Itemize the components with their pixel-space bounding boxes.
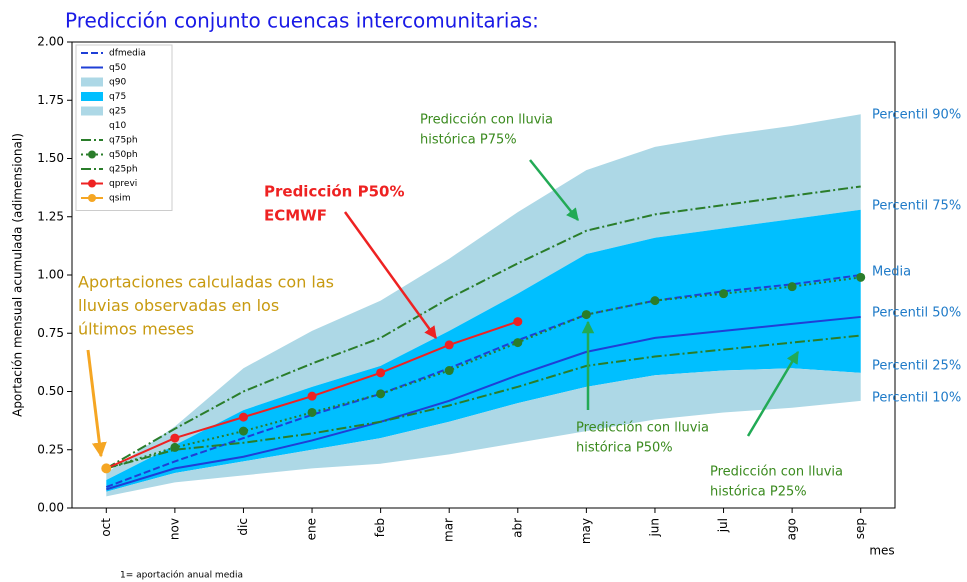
- point: [307, 391, 317, 401]
- y-tick-label: 1.50: [37, 151, 64, 165]
- point: [238, 426, 248, 436]
- percentile-label: Percentil 10%: [872, 391, 961, 406]
- x-tick-label: nov: [167, 518, 181, 540]
- x-tick-label: abr: [510, 518, 524, 538]
- y-tick-label: 0.75: [37, 326, 64, 340]
- legend-label: q25ph: [109, 165, 138, 175]
- legend-swatch: [81, 106, 103, 116]
- point: [307, 407, 317, 417]
- point: [101, 463, 112, 474]
- legend-label: q50: [109, 63, 126, 73]
- legend-label: qprevi: [109, 179, 137, 189]
- annotation: histórica P25%: [710, 485, 807, 500]
- y-tick-label: 0.00: [37, 501, 64, 515]
- annotation: lluvias observadas en los: [78, 296, 279, 315]
- point: [376, 389, 386, 399]
- point: [170, 433, 180, 443]
- legend-swatch: [81, 121, 103, 130]
- legend-label: q90: [109, 78, 126, 88]
- annotation: últimos meses: [78, 320, 194, 339]
- band: [106, 368, 861, 497]
- legend-label: q25: [109, 107, 126, 117]
- percentile-label: Percentil 75%: [872, 199, 961, 214]
- x-tick-label: oct: [99, 518, 113, 537]
- legend-label: dfmedia: [109, 49, 146, 59]
- x-tick-label: may: [579, 518, 593, 544]
- point: [650, 296, 660, 306]
- x-axis-label: mes: [869, 544, 894, 558]
- x-tick-label: jul: [716, 518, 730, 533]
- legend-marker: [88, 194, 96, 202]
- percentile-label: Percentil 25%: [872, 359, 961, 374]
- annotation: Aportaciones calculadas con las: [78, 273, 334, 292]
- series-line: [105, 276, 861, 470]
- percentile-label: Percentil 90%: [872, 108, 961, 123]
- legend-swatch: [81, 92, 103, 101]
- arrow: [343, 211, 438, 340]
- legend-label: q75: [109, 92, 126, 102]
- point: [444, 340, 454, 350]
- point: [444, 366, 454, 376]
- x-tick-label: jun: [647, 518, 661, 538]
- x-tick-label: dic: [236, 518, 250, 536]
- legend-label: qsim: [109, 194, 131, 204]
- annotation: histórica P75%: [420, 133, 517, 148]
- point: [787, 282, 797, 292]
- series-line: [105, 274, 861, 488]
- series-line: [105, 315, 861, 491]
- point: [581, 310, 591, 320]
- y-axis-label: Aportación mensual acumulada (adimension…: [11, 133, 25, 417]
- percentile-label: Percentil 50%: [872, 306, 961, 321]
- point: [513, 317, 523, 327]
- legend-label: q75ph: [109, 136, 138, 146]
- band: [106, 114, 861, 481]
- annotation: histórica P50%: [576, 441, 673, 456]
- legend-marker: [88, 179, 96, 188]
- percentile-label: Media: [872, 265, 911, 280]
- point: [719, 289, 729, 299]
- y-tick-label: 0.50: [37, 384, 64, 398]
- point: [856, 272, 866, 282]
- x-tick-label: sep: [853, 518, 867, 539]
- y-tick-label: 1.75: [37, 93, 64, 107]
- series-line: [105, 185, 861, 470]
- annotation: Predicción P50%: [264, 183, 404, 201]
- band: [106, 209, 861, 492]
- legend-marker: [88, 150, 96, 159]
- chart-title: Predicción conjunto cuencas intercomunit…: [65, 9, 539, 33]
- annotation: Predicción con lluvia: [710, 465, 843, 480]
- point: [238, 412, 248, 422]
- plot: 0.00 0.25 0.50 0.75 1.00 1.25 1.50 1.75 2.00 oct n…: [37, 35, 961, 545]
- arrow: [529, 159, 579, 221]
- legend-swatch: [81, 77, 103, 87]
- arrow: [746, 350, 800, 437]
- series-line: [106, 334, 861, 470]
- legend: dfmedia q50 q90 q75 q25 q10 q75ph q50ph q25ph qpr…: [75, 44, 173, 211]
- annotation: Predicción con lluvia: [576, 421, 709, 436]
- y-tick-label: 1.25: [37, 209, 64, 223]
- legend-label: q50ph: [109, 150, 138, 160]
- y-tick-label: 1.00: [37, 268, 64, 282]
- x-tick-label: mar: [442, 518, 456, 542]
- y-tick-label: 2.00: [37, 35, 64, 49]
- annotation: Predicción con lluvia: [420, 113, 553, 128]
- x-tick-label: ago: [785, 518, 799, 540]
- y-tick-label: 0.25: [37, 442, 64, 456]
- x-tick-label: feb: [373, 518, 387, 537]
- point: [513, 338, 523, 348]
- legend-label: q10: [109, 121, 126, 131]
- annotation: ECMWF: [264, 207, 327, 225]
- footnote: 1= aportación anual media: [120, 570, 243, 581]
- x-tick-label: ene: [305, 518, 319, 540]
- arrow: [86, 349, 107, 458]
- point: [376, 368, 386, 378]
